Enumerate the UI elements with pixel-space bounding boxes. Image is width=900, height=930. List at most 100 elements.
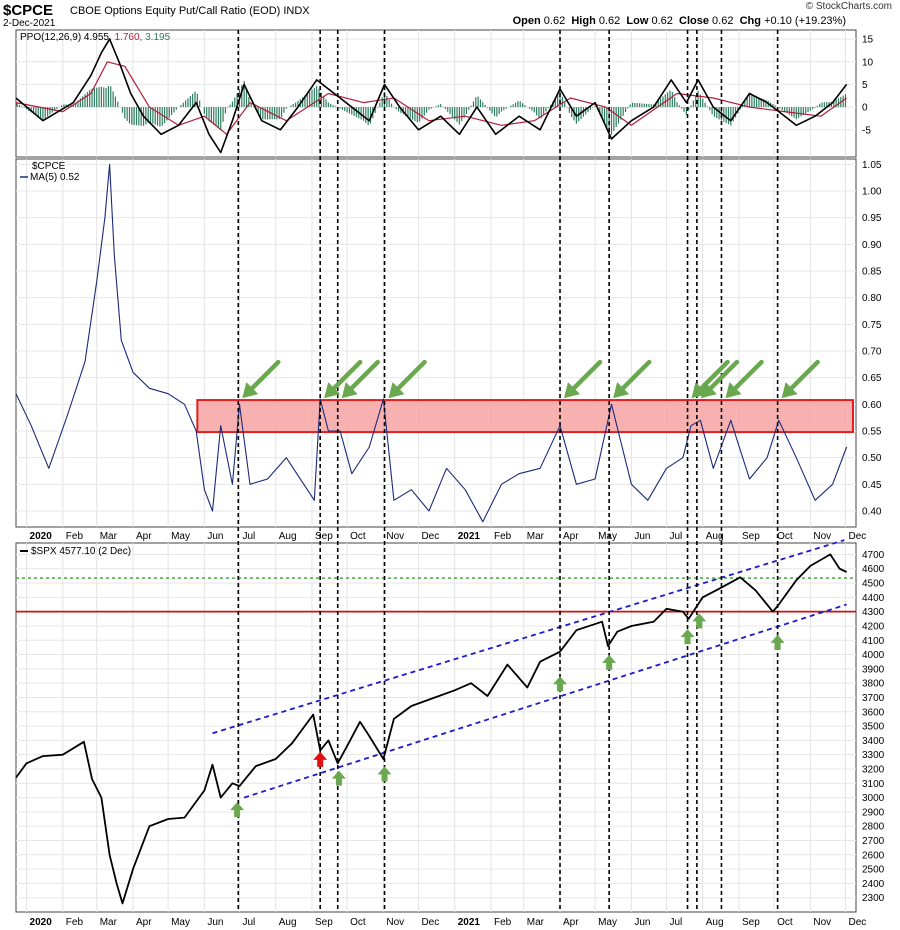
cpce-legend-symbol: $CPCE: [32, 161, 66, 172]
cpce-green-arrow: [242, 359, 281, 399]
high-label: High: [571, 15, 596, 27]
spx-y-tick-label: 4700: [862, 550, 885, 561]
arrow-shape: [230, 802, 245, 818]
spx-green-arrow: [553, 676, 568, 692]
spx-y-tick-label: 3700: [862, 693, 885, 704]
ppo-y-tick-label: -5: [862, 125, 871, 136]
chg-value: +0.10 (+19.23%): [764, 15, 846, 27]
low-value: 0.62: [651, 15, 673, 27]
spx-y-tick-label: 4200: [862, 621, 885, 632]
cpce-green-arrow: [613, 359, 652, 399]
spx-x-tick-label: 2021: [458, 917, 481, 928]
cpce-green-arrow: [324, 359, 363, 399]
ppo-y-tick-label: 0: [862, 103, 868, 114]
ppo-panel-frame: [15, 29, 857, 158]
cpce-green-arrow: [341, 359, 380, 399]
spx-y-tick-label: 4000: [862, 650, 885, 661]
spx-x-tick-label: May: [598, 917, 617, 928]
spx-y-tick-label: 2700: [862, 836, 885, 847]
cpce-x-tick-label: Jun: [634, 531, 650, 542]
arrow-shape: [692, 613, 707, 629]
arrow-shaft: [394, 359, 427, 393]
arrow-head: [242, 382, 259, 399]
cpce-green-arrow: [700, 359, 740, 399]
cpce-y-tick-label: 0.45: [862, 480, 882, 491]
spx-red-arrow: [313, 751, 328, 767]
cpce-x-tick-label: Jul: [669, 531, 682, 542]
spx-x-tick-label: Mar: [100, 917, 118, 928]
spx-x-tick-label: Jul: [669, 917, 682, 928]
spx-y-tick-label: 2600: [862, 850, 885, 861]
spx-y-tick-label: 4400: [862, 593, 885, 604]
arrow-shape: [770, 634, 785, 650]
cpce-x-tick-label: Dec: [421, 531, 439, 542]
spx-green-arrow: [331, 770, 346, 786]
spx-y-tick-label: 4600: [862, 564, 885, 575]
cpce-x-tick-label: Oct: [777, 531, 793, 542]
spx-y-tick-label: 3900: [862, 664, 885, 675]
chg-label: Chg: [739, 15, 761, 27]
spx-y-tick-label: 3600: [862, 707, 885, 718]
spx-x-tick-label: Mar: [527, 917, 545, 928]
spx-y-tick-label: 2500: [862, 865, 885, 876]
spx-legend: $SPX 4577.10 (2 Dec): [31, 546, 131, 557]
cpce-green-arrow: [781, 359, 820, 399]
cpce-x-tick-label: Aug: [279, 531, 297, 542]
arrow-head: [700, 382, 717, 399]
spx-x-tick-label: Dec: [421, 917, 439, 928]
cpce-x-tick-label: Feb: [66, 531, 84, 542]
arrow-shape: [331, 770, 346, 786]
cpce-y-tick-label: 1.00: [862, 187, 882, 198]
cpce-x-tick-label: Nov: [386, 531, 404, 542]
low-label: Low: [626, 15, 649, 27]
spx-x-tick-label: Nov: [386, 917, 404, 928]
arrow-shaft: [569, 359, 603, 393]
cpce-y-tick-label: 0.90: [862, 240, 882, 251]
cpce-x-tick-label: Jul: [242, 531, 255, 542]
cpce-x-tick-label: Nov: [813, 531, 831, 542]
cpce-x-tick-label: Sep: [315, 531, 333, 542]
arrow-shape: [680, 629, 695, 645]
cpce-x-tick-label: Aug: [706, 531, 724, 542]
ppo-legend-part-1: 4.955,: [84, 32, 115, 43]
ppo-legend-part-3: 3.195: [145, 32, 170, 43]
high-value: 0.62: [598, 15, 621, 27]
cpce-y-tick-label: 0.40: [862, 507, 882, 518]
spx-green-arrow: [230, 802, 245, 818]
spx-x-tick-label: Dec: [848, 917, 866, 928]
cpce-y-tick-label: 0.80: [862, 293, 882, 304]
arrow-head: [613, 382, 630, 399]
spx-y-tick-label: 4300: [862, 607, 885, 618]
cpce-y-tick-label: 1.05: [862, 160, 882, 171]
spx-y-tick-label: 4100: [862, 636, 885, 647]
cpce-green-arrow: [564, 359, 603, 399]
arrow-shape: [553, 676, 568, 692]
arrow-shaft: [329, 359, 363, 393]
arrow-head: [725, 382, 742, 399]
cpce-y-tick-label: 0.50: [862, 453, 882, 464]
cpce-x-tick-label: May: [598, 531, 617, 542]
exchange-label: INDX: [283, 5, 310, 17]
spx-green-arrow: [602, 654, 617, 670]
ppo-y-tick-label: 10: [862, 57, 874, 68]
open-label: Open: [512, 15, 541, 27]
spx-x-tick-label: 2020: [30, 917, 53, 928]
spx-y-tick-label: 2400: [862, 879, 885, 890]
cpce-x-tick-label: 2020: [30, 531, 53, 542]
arrow-head: [324, 382, 341, 399]
cpce-y-tick-label: 0.70: [862, 347, 882, 358]
cpce-y-tick-label: 0.75: [862, 320, 882, 331]
cpce-x-tick-label: Jun: [207, 531, 223, 542]
spx-x-tick-label: Nov: [813, 917, 831, 928]
spx-x-tick-label: Jun: [207, 917, 223, 928]
cpce-x-tick-label: Mar: [100, 531, 118, 542]
cpce-legend-ma: MA(5) 0.52: [30, 172, 80, 183]
spx-x-tick-label: Jun: [634, 917, 650, 928]
cpce-y-tick-label: 0.55: [862, 427, 882, 438]
spx-x-tick-label: Sep: [315, 917, 333, 928]
cpce-x-tick-label: Sep: [742, 531, 760, 542]
quote-summary: Open 0.62 High 0.62 Low 0.62 Close 0.62 …: [513, 15, 846, 27]
ppo-line: [15, 38, 848, 154]
cpce-ma-line: [15, 163, 848, 523]
cpce-panel-frame: [15, 158, 857, 528]
